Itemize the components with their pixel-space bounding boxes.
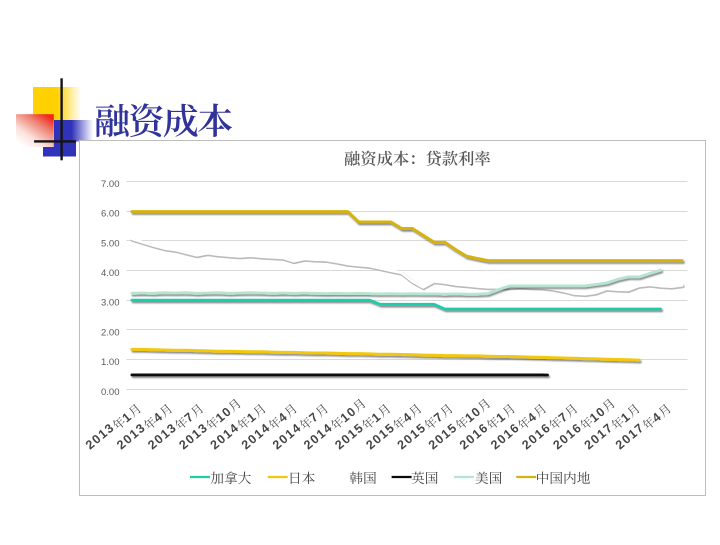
svg-text:6.00: 6.00: [101, 209, 120, 220]
svg-text:4.00: 4.00: [101, 268, 120, 279]
svg-text:5.00: 5.00: [101, 238, 120, 249]
svg-text:7.00: 7.00: [101, 179, 120, 190]
svg-text:2.00: 2.00: [101, 327, 120, 338]
svg-text:0.00: 0.00: [101, 387, 120, 398]
svg-text:3.00: 3.00: [101, 298, 120, 309]
svg-text:1.00: 1.00: [101, 357, 120, 368]
